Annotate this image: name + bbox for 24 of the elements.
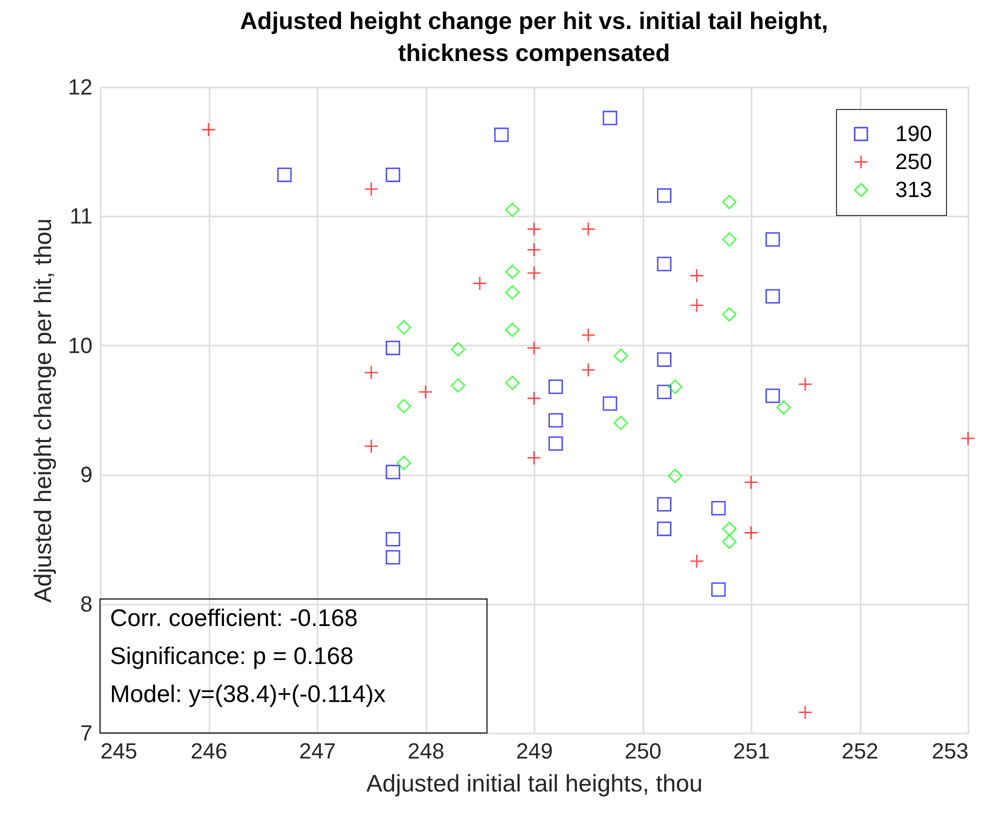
x-tick-label: 251 — [733, 738, 770, 764]
y-tick-label: 8 — [80, 591, 92, 616]
x-axis-title: Adjusted initial tail heights, thou — [366, 770, 703, 798]
chart-title: Adjusted height change per hit vs. initial tail height, thickness compensated — [240, 8, 828, 67]
x-tick-label: 247 — [299, 738, 336, 764]
legend-label: 313 — [895, 177, 932, 202]
y-axis-title: Adjusted height change per hit, thou — [30, 218, 58, 603]
x-tick-label: 246 — [190, 738, 228, 764]
x-tick-label: 249 — [516, 738, 553, 764]
y-tick-label: 7 — [80, 720, 92, 746]
y-tick-label: 12 — [68, 74, 92, 100]
annotation: Model: y=(38.4)+(-0.114)x — [110, 681, 386, 708]
annotation: Corr. coefficient: -0.168 — [110, 605, 358, 632]
y-tick-label: 9 — [80, 462, 92, 488]
annotation: Significance: p = 0.168 — [110, 643, 354, 670]
x-tick-label: 245 — [100, 738, 138, 764]
x-tick-label: 248 — [408, 738, 444, 764]
x-tick-label: 250 — [624, 738, 662, 764]
x-tick-label: 252 — [842, 738, 878, 764]
y-tick-label: 10 — [68, 332, 92, 358]
legend-label: 190 — [895, 121, 932, 146]
x-tick-label: 253 — [932, 738, 968, 764]
legend-label: 250 — [895, 149, 932, 174]
y-tick-label: 11 — [70, 204, 92, 229]
